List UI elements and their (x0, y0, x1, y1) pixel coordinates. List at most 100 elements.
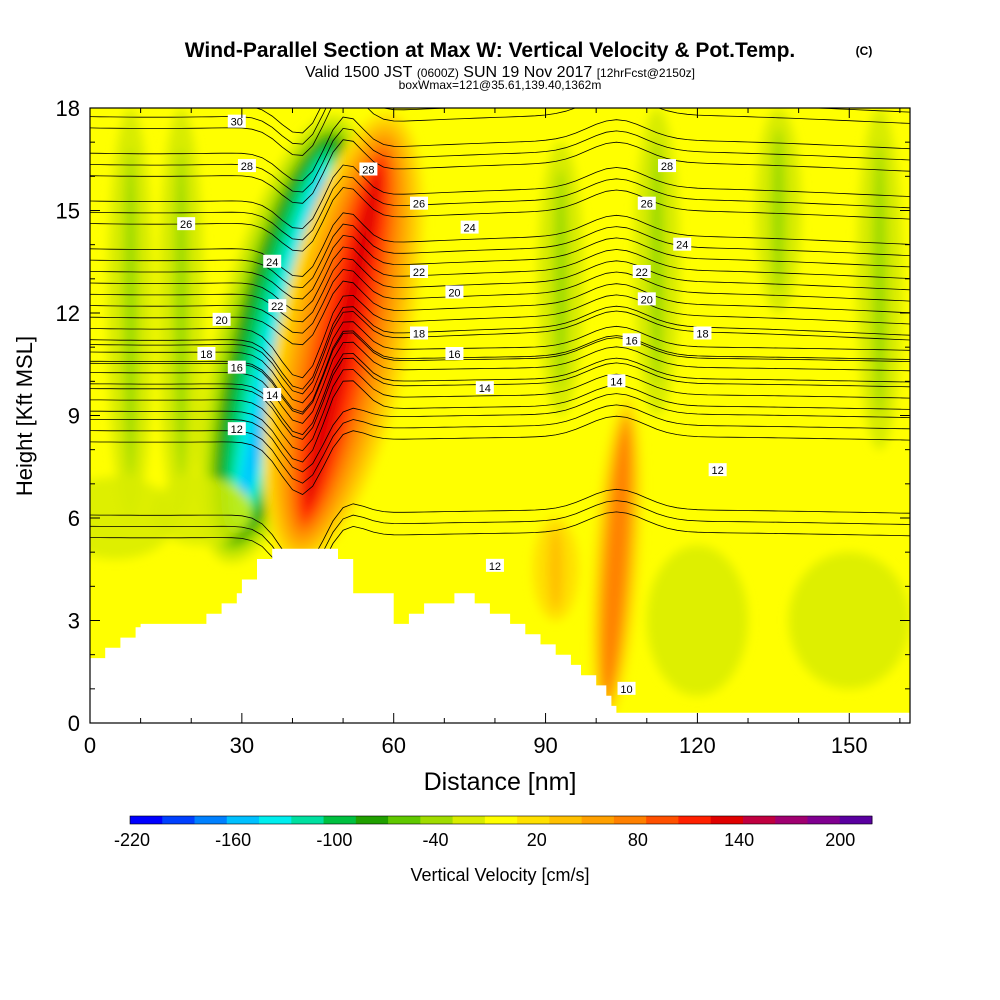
contour-label-bg (268, 299, 287, 313)
isentrope-26-1 (90, 175, 910, 241)
isentrope-24-2 (90, 212, 910, 277)
contour-label-bg (212, 312, 231, 326)
velocity-cell-7-2 (649, 138, 665, 385)
contour-label: 14 (610, 376, 622, 388)
contour-label-bg (658, 159, 677, 173)
contour-label-bg (263, 388, 282, 401)
contour-label: 24 (266, 257, 278, 269)
y-tick-label: 15 (56, 199, 80, 224)
subtitle-utc: (0600Z) (417, 66, 459, 80)
contour-label-bg (485, 558, 504, 572)
contour-label-bg (410, 196, 429, 210)
isentrope-24-1 (90, 223, 910, 289)
isentrope-28-0 (90, 139, 910, 204)
colorbar-swatch (710, 816, 744, 824)
isentrope-28-1 (90, 127, 910, 193)
isentrope-22-1 (90, 257, 910, 323)
colorbar: -220 -160 -100 -40 20 80 140 200 (114, 815, 873, 850)
contour-label-bg (237, 159, 256, 173)
contour-label: 18 (696, 329, 708, 341)
isentrope-26-0 (90, 187, 910, 252)
contour-label-bg (359, 162, 378, 176)
isentrope-26-2 (90, 164, 910, 229)
contour-label-bg (622, 333, 641, 347)
isentrope-16-0 (90, 352, 910, 436)
isentrope-28-2 (90, 116, 910, 182)
subtitle-valid: Valid 1500 JST (305, 64, 413, 81)
velocity-band-2 (646, 545, 749, 696)
contour-label-bg (607, 374, 626, 388)
contour-label: 28 (362, 165, 374, 177)
colorbar-swatch (194, 816, 228, 824)
colorbar-swatch (807, 816, 841, 824)
isentrope-16-2 (90, 330, 910, 413)
y-axis: 0 3 6 9 12 15 18 (56, 96, 910, 736)
contour-label-bg (410, 265, 429, 278)
terrain (90, 548, 910, 723)
vertical-velocity-field (90, 108, 910, 723)
isentrope-18-0 (90, 332, 910, 415)
contour-label: 12 (489, 561, 501, 573)
colorbar-swatch (613, 816, 647, 824)
contour-label-bg (445, 285, 464, 299)
contour-label-bg (693, 326, 712, 340)
isentrope-10-1 (90, 500, 910, 580)
y-tick-label: 18 (56, 96, 80, 121)
subtitle-forecast: [12hrFcst@2150z] (597, 66, 695, 80)
colorbar-swatch (355, 816, 389, 824)
contour-label-bg (197, 347, 216, 360)
contour-label-bg (637, 196, 656, 210)
contour-label-bg (445, 347, 464, 360)
contour-label: 16 (231, 363, 243, 375)
x-axis: 0 30 60 90 120 150 (84, 108, 901, 758)
isentrope-18-1 (90, 321, 910, 404)
chart-title: Wind-Parallel Section at Max W: Vertical… (185, 39, 796, 62)
contour-label-bg (632, 265, 651, 278)
velocity-cell-9-2 (872, 142, 888, 416)
contour-label: 10 (620, 684, 632, 696)
contour-label-bg (475, 381, 494, 395)
colorbar-swatch (581, 816, 615, 824)
colorbar-swatch (226, 816, 260, 824)
x-tick-label: 60 (381, 733, 405, 758)
colorbar-swatch (291, 816, 325, 824)
isentrope-14-1 (90, 369, 910, 452)
subtitle-date: SUN 19 Nov 2017 (463, 64, 592, 81)
chart-subtitle-2: boxWmax=121@35.61,139.40,1362m (399, 78, 602, 92)
contour-label-bg (263, 254, 282, 268)
contour-label: 12 (231, 424, 243, 436)
isentrope-10-2 (90, 488, 910, 569)
contour-label: 30 (231, 117, 243, 129)
isentrope-14-0 (90, 380, 910, 463)
isentrope-20-1 (90, 294, 910, 379)
contour-label: 18 (413, 329, 425, 341)
colorbar-tick-label: -160 (215, 830, 251, 850)
colorbar-swatch (420, 816, 454, 824)
colorbar-swatch (452, 816, 486, 824)
x-tick-label: 90 (533, 733, 557, 758)
y-tick-label: 6 (68, 506, 80, 531)
terrain-layer (90, 548, 910, 723)
isentrope-14-2 (90, 357, 910, 440)
contour-label-bg (227, 422, 246, 436)
velocity-cell-4-2 (122, 149, 139, 477)
contour-label: 20 (215, 315, 227, 327)
contour-label-bg (460, 220, 479, 234)
contour-label: 22 (413, 267, 425, 279)
colorbar-tick-label: -40 (423, 830, 449, 850)
y-tick-label: 3 (68, 609, 80, 634)
contour-label: 16 (448, 349, 460, 361)
isentrope-16-1 (90, 341, 910, 424)
velocity-band-0 (90, 477, 177, 559)
colorbar-swatch (549, 816, 583, 824)
contour-label: 26 (413, 199, 425, 211)
colorbar-frame (129, 815, 873, 825)
isentrope-12-2 (90, 393, 910, 473)
contour-label: 24 (676, 240, 688, 252)
isentrope-20-0 (90, 305, 910, 390)
chart-title-mark: (C) (856, 44, 873, 58)
contour-label-bg (177, 217, 196, 231)
y-tick-label: 0 (68, 711, 80, 736)
contour-label-bg (227, 360, 246, 374)
